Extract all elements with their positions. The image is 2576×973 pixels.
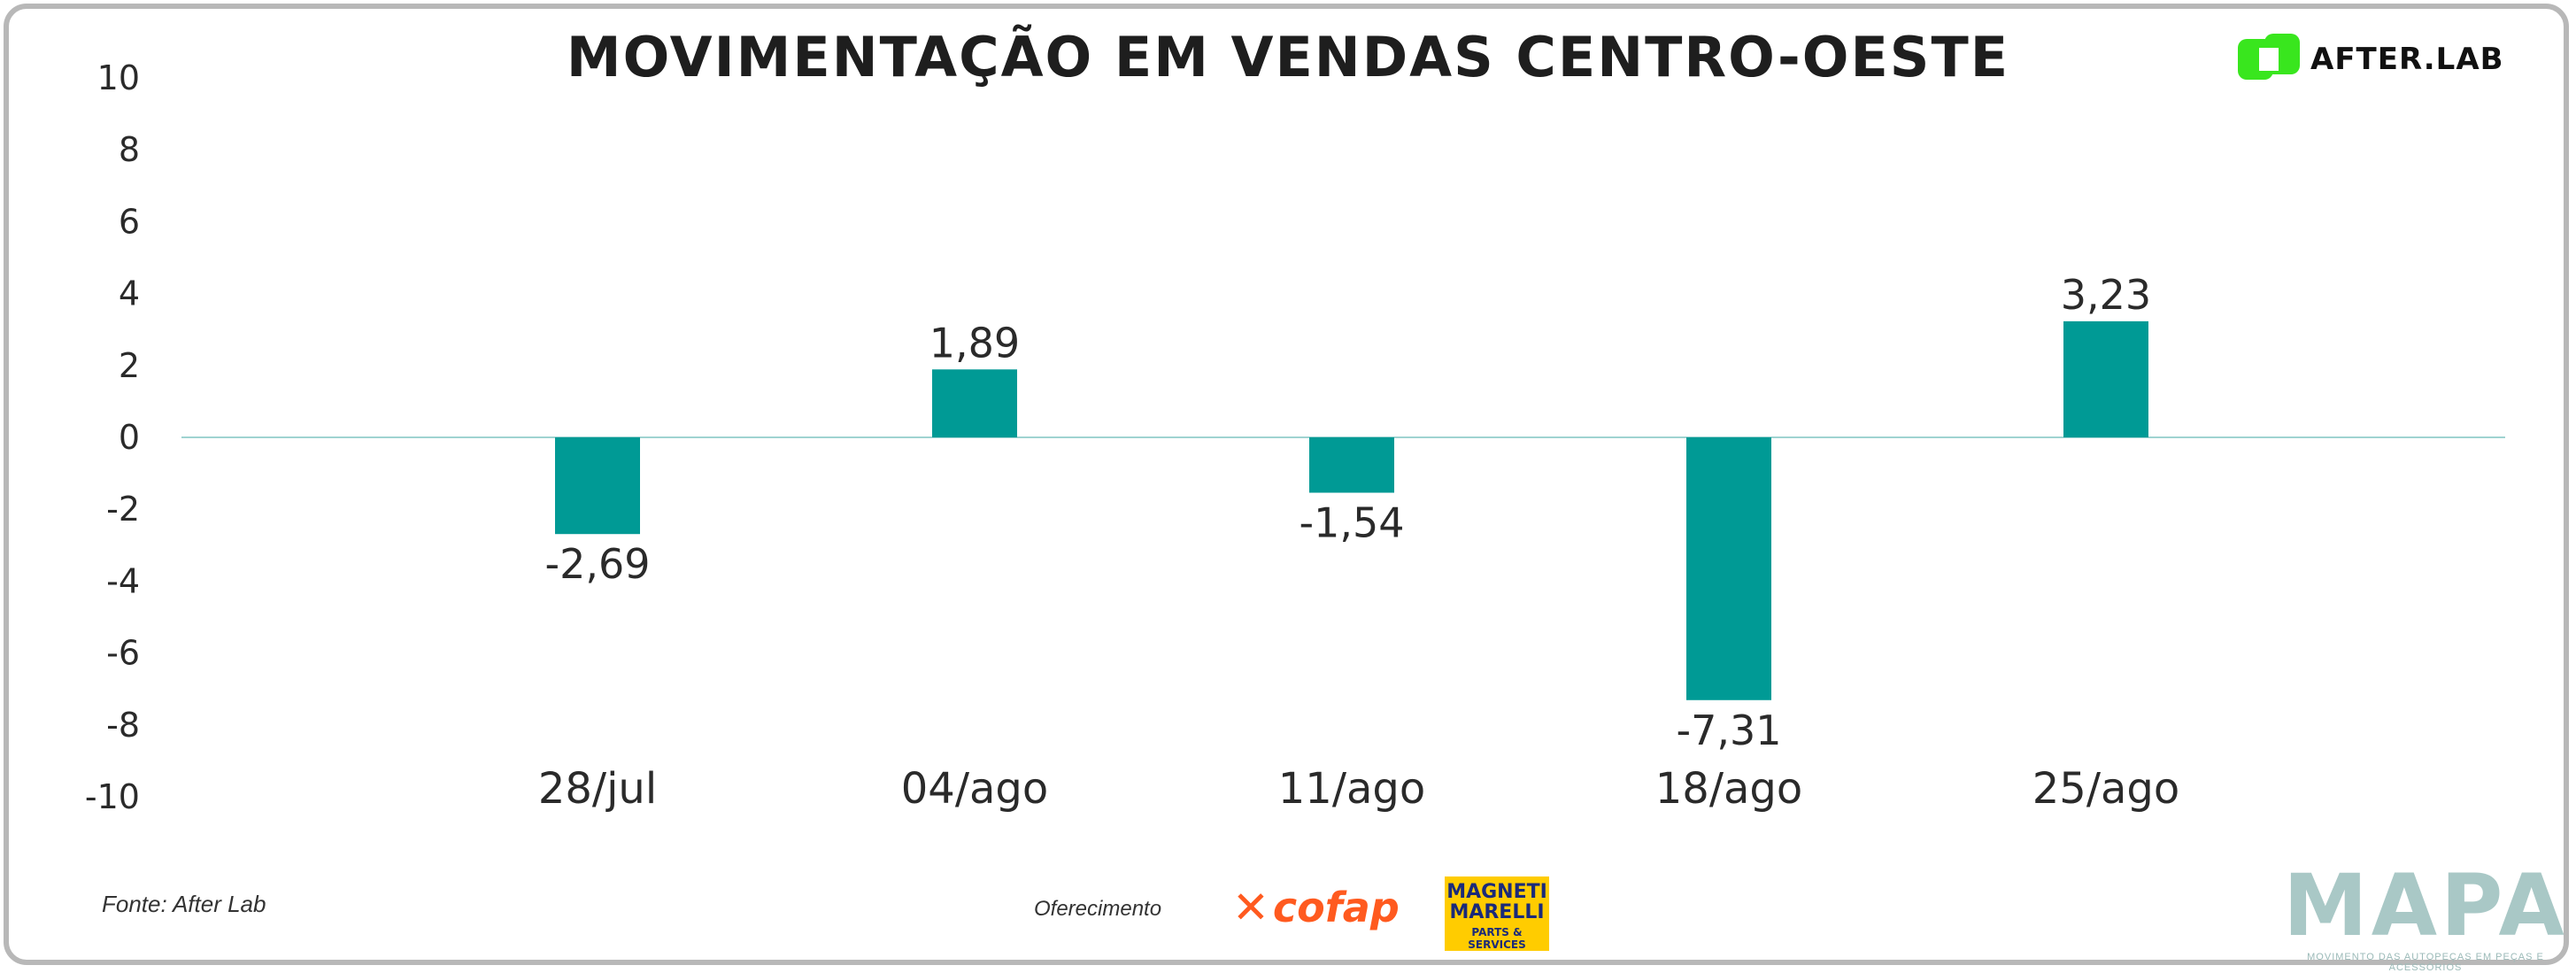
mapa-logo-text: MAPA <box>2283 856 2568 955</box>
bar <box>2063 320 2148 437</box>
magneti-marelli-logo: MAGNETI MARELLI PARTS & SERVICES <box>1445 876 1549 951</box>
y-tick-label: 6 <box>119 202 140 241</box>
y-tick-label: 10 <box>97 58 140 97</box>
y-tick-label: 0 <box>119 418 140 457</box>
y-tick-label: -4 <box>106 561 140 600</box>
data-label: -1,54 <box>1299 499 1404 547</box>
mapa-logo: MAPA MOVIMENTO DAS AUTOPEÇAS EM PEÇAS E … <box>2275 863 2576 973</box>
cofap-logo: ✕ cofap <box>1232 882 1400 933</box>
afterlab-logo: AFTER.LAB <box>2238 34 2504 85</box>
magneti-line1: MAGNETI <box>1446 881 1547 903</box>
category-label: 11/ago <box>1278 764 1426 814</box>
cofap-logo-text: cofap <box>1272 884 1400 931</box>
mapa-tagline: MOVIMENTO DAS AUTOPEÇAS EM PEÇAS E ACESS… <box>2307 952 2544 973</box>
source-note: Fonte: After Lab <box>102 891 266 917</box>
bar <box>555 437 640 535</box>
data-label: -2,69 <box>544 540 650 588</box>
category-label: 28/jul <box>538 764 657 814</box>
data-label: 1,89 <box>929 319 1020 367</box>
y-tick-label: -6 <box>106 634 140 673</box>
chart-frame <box>4 4 2569 965</box>
sponsor-label: Oferecimento <box>1034 897 1162 921</box>
bar <box>932 369 1017 437</box>
bar <box>1686 437 1771 700</box>
magneti-line3: PARTS & SERVICES <box>1468 926 1526 951</box>
bar <box>1309 437 1394 493</box>
afterlab-logo-text: AFTER.LAB <box>2310 42 2504 77</box>
magneti-line2: MARELLI <box>1449 901 1545 923</box>
y-tick-label: -8 <box>106 706 140 745</box>
data-label: -7,31 <box>1676 707 1781 754</box>
category-label: 25/ago <box>2032 764 2180 814</box>
afterlab-logo-icon <box>2238 34 2300 80</box>
y-tick-label: 2 <box>119 346 140 385</box>
category-label: 04/ago <box>901 764 1049 814</box>
data-label: 3,23 <box>2061 271 2151 319</box>
y-tick-label: 4 <box>119 274 140 313</box>
y-tick-label: -2 <box>106 490 140 529</box>
cofap-x-icon: ✕ <box>1232 882 1269 933</box>
y-tick-label: 8 <box>119 130 140 169</box>
chart-title: MOVIMENTAÇÃO EM VENDAS CENTRO-OESTE <box>566 25 2010 89</box>
category-label: 18/ago <box>1655 764 1803 814</box>
y-tick-label: -10 <box>85 777 140 816</box>
